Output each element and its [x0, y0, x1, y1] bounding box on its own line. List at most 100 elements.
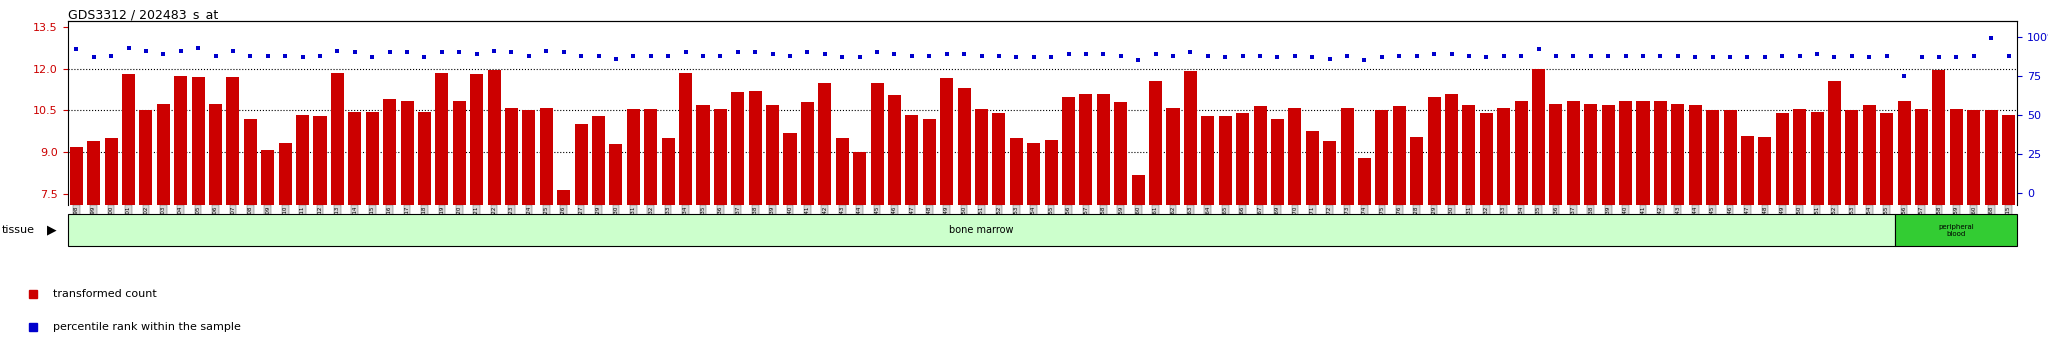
Point — [983, 53, 1016, 58]
Bar — [696, 105, 709, 205]
Point — [461, 51, 494, 57]
Point — [1645, 53, 1677, 58]
Bar — [383, 99, 395, 205]
Point — [496, 50, 528, 55]
Point — [1800, 51, 1833, 57]
Bar — [1690, 105, 1702, 205]
Bar — [1462, 105, 1475, 205]
Bar — [123, 74, 135, 205]
Point — [1331, 53, 1364, 58]
Point — [1784, 53, 1817, 58]
Point — [147, 51, 180, 57]
Point — [1556, 53, 1589, 58]
Bar — [506, 108, 518, 205]
Point — [1870, 53, 1903, 58]
Bar — [1167, 108, 1180, 205]
Text: peripheral
blood: peripheral blood — [1939, 224, 1974, 236]
Point — [1436, 51, 1468, 57]
Point — [686, 53, 719, 58]
Point — [512, 53, 545, 58]
Bar — [1759, 137, 1772, 205]
Point — [1227, 53, 1260, 58]
Point — [1626, 53, 1659, 58]
Point — [791, 50, 823, 55]
Point — [844, 54, 877, 60]
Point — [1104, 53, 1137, 58]
Point — [565, 53, 598, 58]
Point — [825, 54, 858, 60]
Bar — [227, 77, 240, 205]
Bar — [1898, 101, 1911, 205]
Point — [322, 48, 354, 54]
Bar — [1636, 101, 1649, 205]
Bar — [592, 116, 604, 205]
Point — [1278, 53, 1311, 58]
Bar — [715, 109, 727, 205]
Point — [1540, 53, 1573, 58]
Bar — [1724, 110, 1737, 205]
Point — [182, 45, 215, 51]
Bar — [766, 105, 778, 205]
Point — [1366, 54, 1399, 60]
Bar — [332, 73, 344, 205]
Bar — [1497, 108, 1509, 205]
Point — [1591, 53, 1624, 58]
Text: tissue: tissue — [2, 225, 35, 235]
Point — [530, 48, 563, 54]
Bar — [1427, 97, 1440, 205]
Bar — [1655, 101, 1667, 205]
Point — [651, 53, 684, 58]
Bar — [680, 73, 692, 205]
Bar — [70, 147, 82, 205]
Bar — [1880, 113, 1892, 205]
Point — [1905, 54, 1937, 60]
Point — [1382, 53, 1415, 58]
Point — [1696, 54, 1729, 60]
Bar — [627, 109, 639, 205]
Bar — [1237, 113, 1249, 205]
Text: GDS3312 / 202483_s_at: GDS3312 / 202483_s_at — [68, 8, 217, 21]
Bar — [522, 110, 535, 205]
Bar — [1741, 136, 1753, 205]
Bar — [575, 125, 588, 205]
Point — [1958, 53, 1991, 58]
Point — [129, 48, 162, 54]
Point — [1053, 51, 1085, 57]
Bar — [1149, 81, 1161, 205]
Bar — [889, 95, 901, 205]
Point — [252, 53, 285, 58]
Point — [1923, 54, 1956, 60]
Bar — [1219, 116, 1231, 205]
Point — [1069, 51, 1102, 57]
Bar — [313, 116, 326, 205]
Point — [442, 50, 475, 55]
Bar — [1933, 70, 1946, 205]
Point — [373, 50, 406, 55]
Point — [1853, 54, 1886, 60]
Bar — [1341, 108, 1354, 205]
Text: percentile rank within the sample: percentile rank within the sample — [53, 322, 242, 332]
Point — [1714, 54, 1747, 60]
Point — [268, 53, 301, 58]
Bar — [1393, 106, 1405, 205]
Bar — [1010, 138, 1022, 205]
Point — [1661, 53, 1694, 58]
Bar — [367, 112, 379, 205]
Point — [739, 50, 772, 55]
Bar — [1845, 110, 1858, 205]
Bar — [279, 143, 291, 205]
Point — [1243, 53, 1276, 58]
Point — [164, 48, 197, 54]
Point — [338, 50, 371, 55]
Point — [616, 53, 649, 58]
Point — [930, 51, 963, 57]
Point — [1034, 54, 1067, 60]
Point — [635, 53, 668, 58]
Point — [948, 51, 981, 57]
Bar — [924, 119, 936, 205]
Bar — [1202, 116, 1214, 205]
Bar — [1794, 109, 1806, 205]
Bar — [297, 115, 309, 205]
Bar — [1288, 108, 1300, 205]
Point — [94, 53, 127, 58]
